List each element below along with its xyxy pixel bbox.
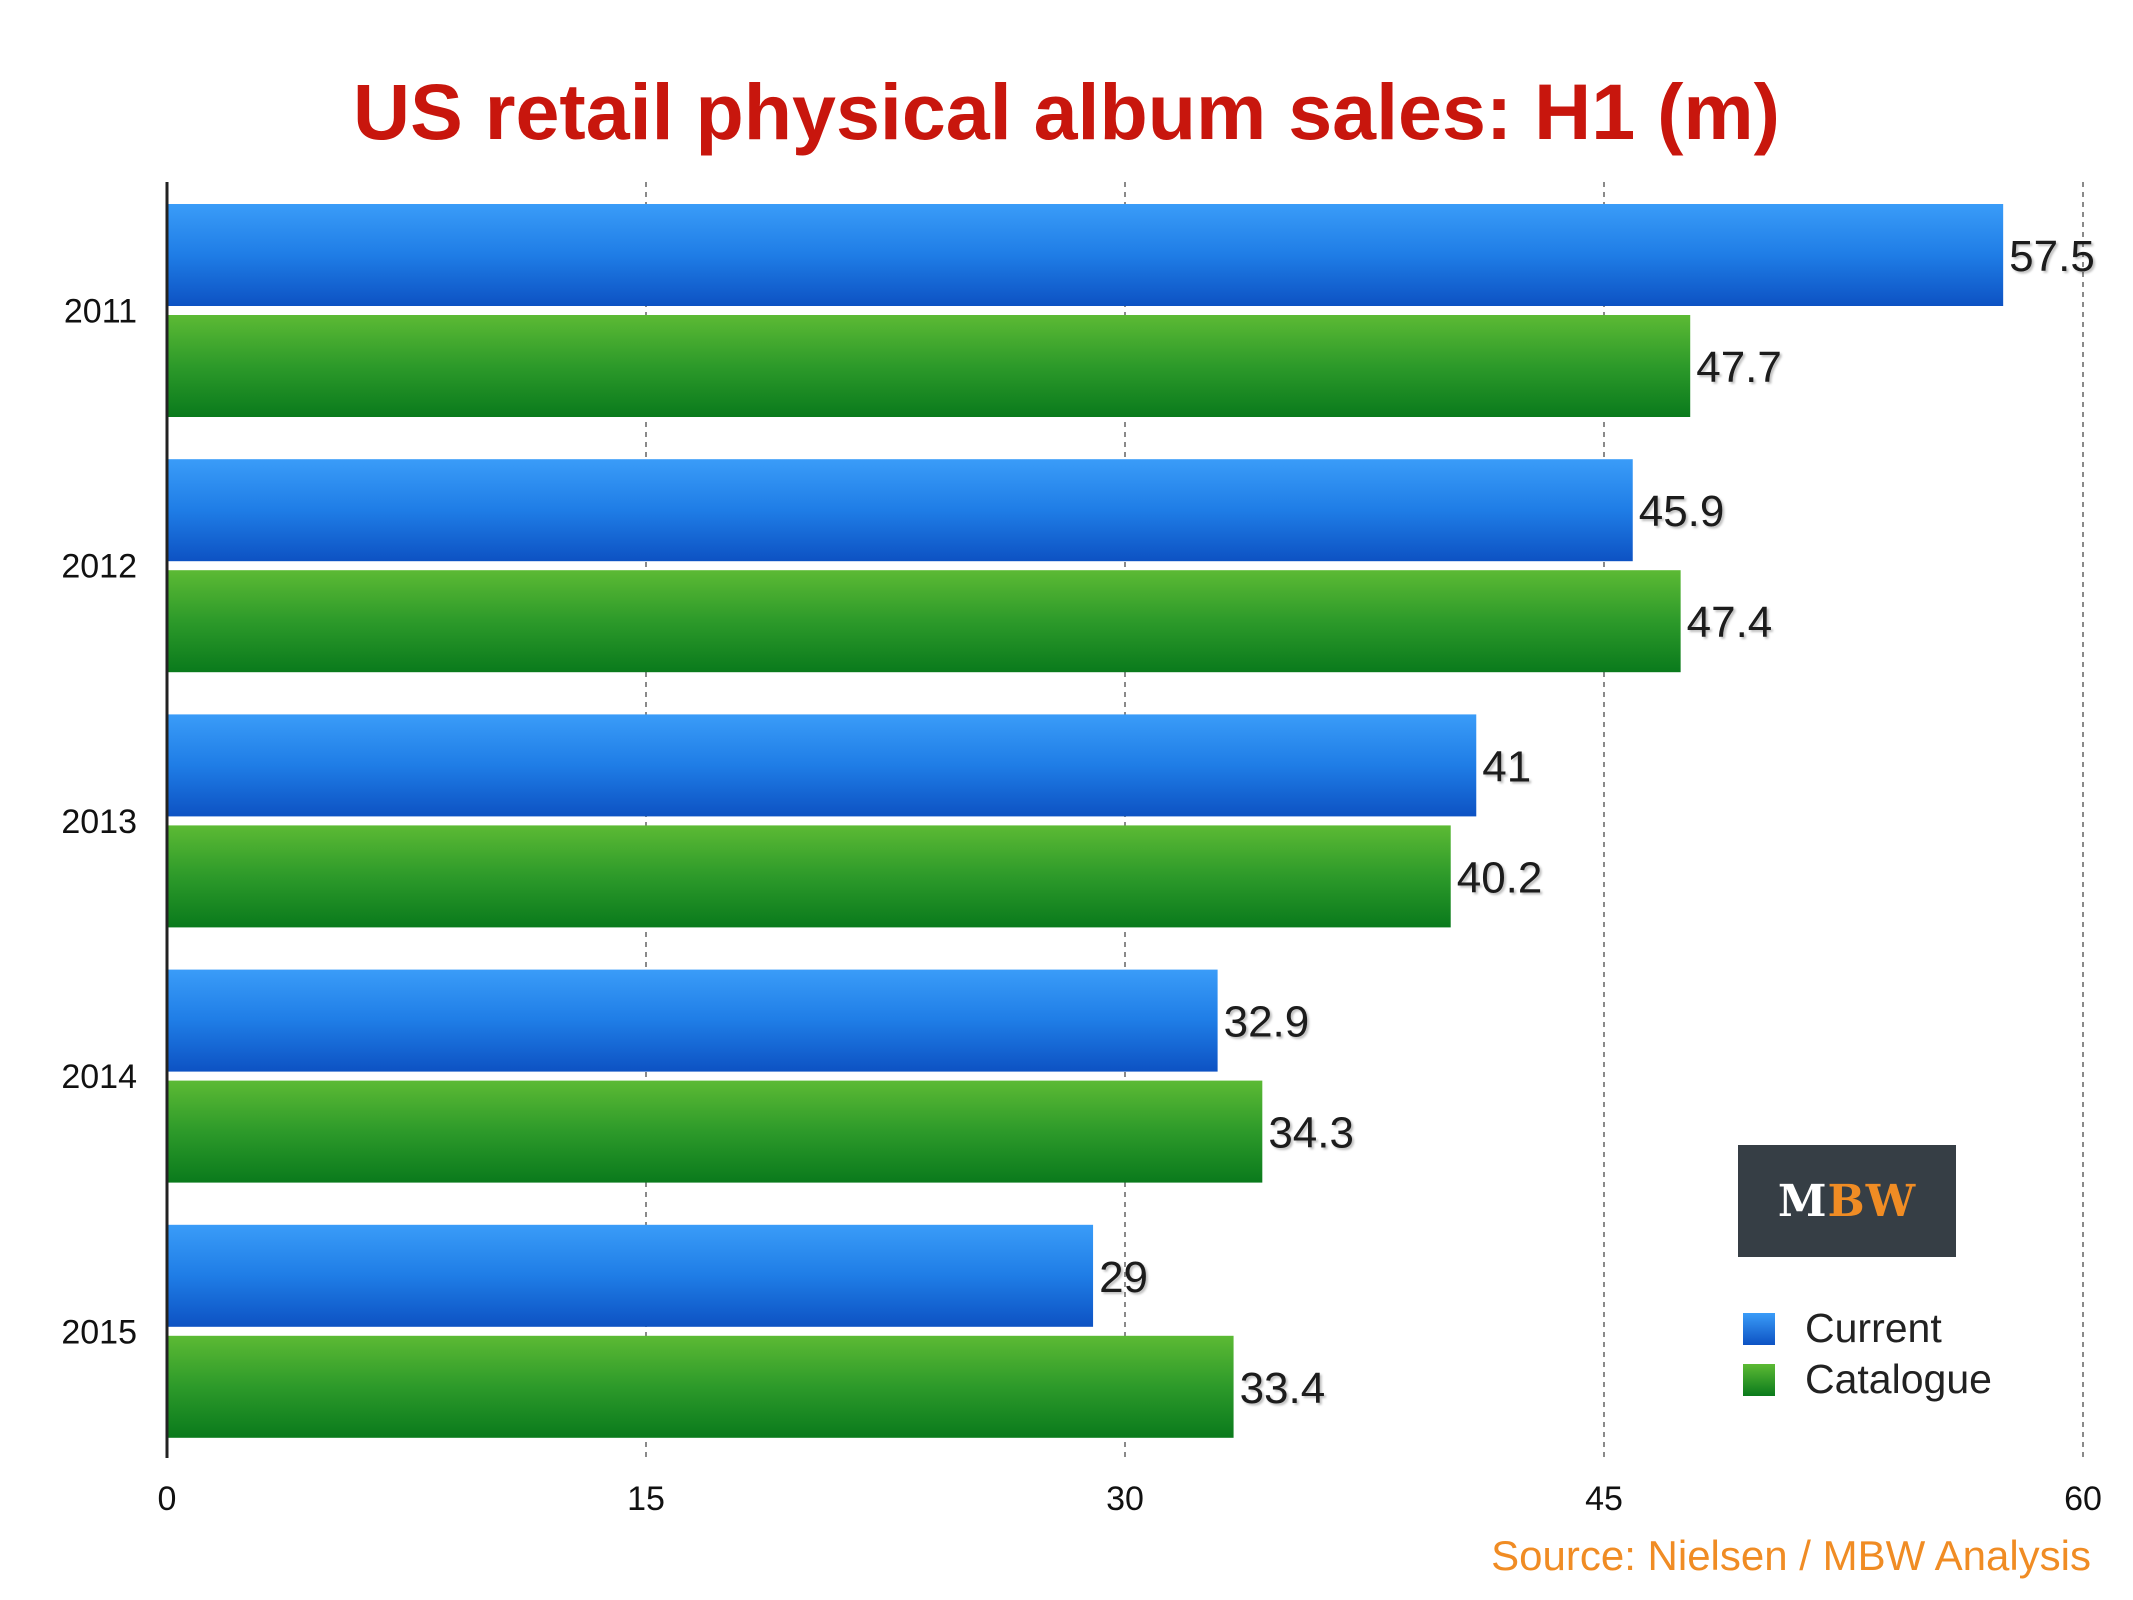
legend-item-catalogue: Catalogue [1743, 1356, 1992, 1403]
y-category-label: 2014 [61, 1058, 137, 1096]
x-tick-label: 45 [1585, 1480, 1623, 1518]
bar-catalogue-2012 [167, 570, 1681, 673]
legend-item-current: Current [1743, 1305, 1942, 1352]
legend-label-catalogue: Catalogue [1805, 1356, 1992, 1402]
x-tick-label: 0 [158, 1480, 177, 1518]
bar-current-2011 [167, 204, 2004, 306]
x-tick-label: 15 [627, 1480, 665, 1518]
value-label: 32.9 [1224, 998, 1310, 1047]
value-label: 40.2 [1457, 853, 1543, 902]
logo-m: M [1777, 1175, 1828, 1227]
axes: 0 15 30 45 60 2011 2012 2013 2014 2015 [61, 182, 2102, 1518]
chart-title: US retail physical album sales: H1 (m) [353, 67, 1780, 156]
bar-catalogue-2013 [167, 825, 1451, 928]
bar-catalogue-2015 [167, 1335, 1234, 1438]
bar-current-2012 [167, 459, 1633, 562]
bar-catalogue-2011 [167, 315, 1691, 417]
bar-catalogue-2014 [167, 1080, 1263, 1183]
value-label: 45.9 [1639, 487, 1725, 536]
legend-label-current: Current [1805, 1305, 1942, 1351]
source-note: Source: Nielsen / MBW Analysis [1491, 1532, 2091, 1579]
bar-current-2013 [167, 714, 1477, 817]
legend-swatch-current [1743, 1312, 1775, 1345]
value-label: 47.4 [1687, 598, 1773, 647]
value-label: 57.5 [2009, 232, 2095, 281]
value-label: 34.3 [1268, 1109, 1354, 1158]
x-tick-label: 60 [2064, 1480, 2102, 1518]
bar-current-2014 [167, 969, 1218, 1072]
legend-swatch-catalogue [1743, 1363, 1775, 1396]
x-tick-label: 30 [1106, 1480, 1144, 1518]
y-category-label: 2011 [64, 293, 137, 331]
logo-bw: BW [1827, 1175, 1917, 1227]
value-label: 33.4 [1240, 1364, 1326, 1413]
value-label: 41 [1482, 742, 1531, 791]
y-category-label: 2013 [61, 803, 137, 841]
mbw-logo: MBW [1738, 1145, 1956, 1257]
value-label: 47.7 [1696, 343, 1782, 392]
bar-current-2015 [167, 1224, 1094, 1327]
value-labels: 57.5 47.7 45.9 47.4 41 40.2 32.9 34.3 29 33.4 [1099, 232, 2095, 1413]
y-category-label: 2015 [61, 1313, 137, 1351]
bars [167, 204, 2004, 1438]
y-category-label: 2012 [61, 548, 137, 586]
value-label: 29 [1099, 1253, 1148, 1302]
